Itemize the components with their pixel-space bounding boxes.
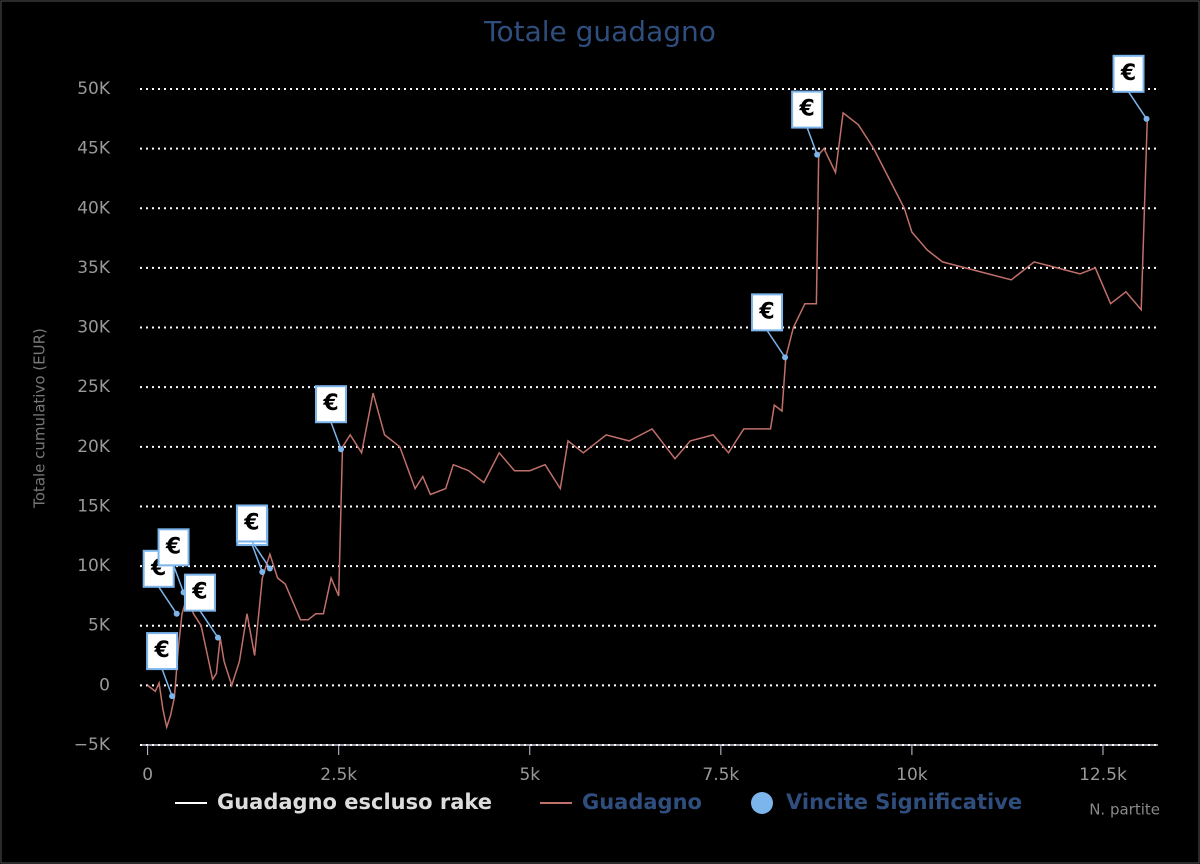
y-tick-label: 15K xyxy=(77,496,111,516)
y-tick-label: 35K xyxy=(77,258,111,278)
x-tick-label: 10k xyxy=(896,765,928,785)
y-tick-label: 20K xyxy=(77,437,111,457)
x-tick-label: 5k xyxy=(519,765,540,785)
x-tick-label: 12.5k xyxy=(1079,765,1127,785)
flag-label: € xyxy=(153,638,169,663)
win-marker xyxy=(782,354,789,361)
y-tick-label: 45K xyxy=(77,139,111,159)
flag-stem xyxy=(199,610,219,639)
flag xyxy=(157,528,190,567)
flag xyxy=(183,573,216,612)
flag xyxy=(791,90,824,129)
win-marker xyxy=(338,446,345,453)
y-tick-label: 30K xyxy=(77,318,111,338)
y-tick-label: 10K xyxy=(77,556,111,576)
flag-stem xyxy=(161,668,173,697)
flag xyxy=(235,504,268,543)
legend-symbol xyxy=(751,792,773,814)
win-marker xyxy=(1143,115,1150,122)
flag-stem xyxy=(806,127,818,155)
flag xyxy=(146,632,179,671)
x-axis-label: N. partite xyxy=(1089,801,1160,819)
flag-label: € xyxy=(758,299,774,324)
flag-label: € xyxy=(165,534,181,559)
flag-label: € xyxy=(798,97,814,122)
y-tick-label: 40K xyxy=(77,198,111,218)
win-marker xyxy=(169,693,176,700)
win-marker xyxy=(259,569,266,576)
flag-stem xyxy=(172,565,185,593)
legend-label: Guadagno escluso rake xyxy=(217,790,492,814)
flag-stem xyxy=(330,421,342,450)
flag-stem xyxy=(1127,91,1148,120)
flag-label: € xyxy=(1120,61,1136,86)
legend-label: Vincite Significative xyxy=(786,790,1022,814)
win-marker xyxy=(814,151,821,158)
flag-label: € xyxy=(243,510,259,535)
flag xyxy=(1112,54,1145,93)
y-tick-label: 5K xyxy=(88,616,111,636)
win-marker xyxy=(266,565,273,572)
flag-stem xyxy=(251,541,271,569)
flag-stem xyxy=(766,329,786,358)
y-axis-label: Totale cumulativo (EUR) xyxy=(31,328,49,509)
y-tick-label: 50K xyxy=(77,79,111,99)
series-line xyxy=(147,111,1149,730)
flag-stem xyxy=(251,544,263,573)
flag xyxy=(315,385,348,424)
flag-label: € xyxy=(191,580,207,605)
y-tick-label: 25K xyxy=(77,377,111,397)
legend-label: Guadagno xyxy=(582,790,702,814)
flag xyxy=(751,293,784,332)
win-marker xyxy=(173,610,180,617)
chart-title: Totale guadagno xyxy=(483,15,716,48)
flag-label: € xyxy=(322,391,338,416)
y-tick-label: 0 xyxy=(99,675,110,695)
y-tick-label: −5K xyxy=(74,735,111,755)
x-tick-label: 7.5k xyxy=(702,765,739,785)
x-tick-label: 2.5k xyxy=(320,765,357,785)
flag-stem xyxy=(158,586,178,615)
x-tick-label: 0 xyxy=(142,765,153,785)
win-marker xyxy=(214,634,221,641)
